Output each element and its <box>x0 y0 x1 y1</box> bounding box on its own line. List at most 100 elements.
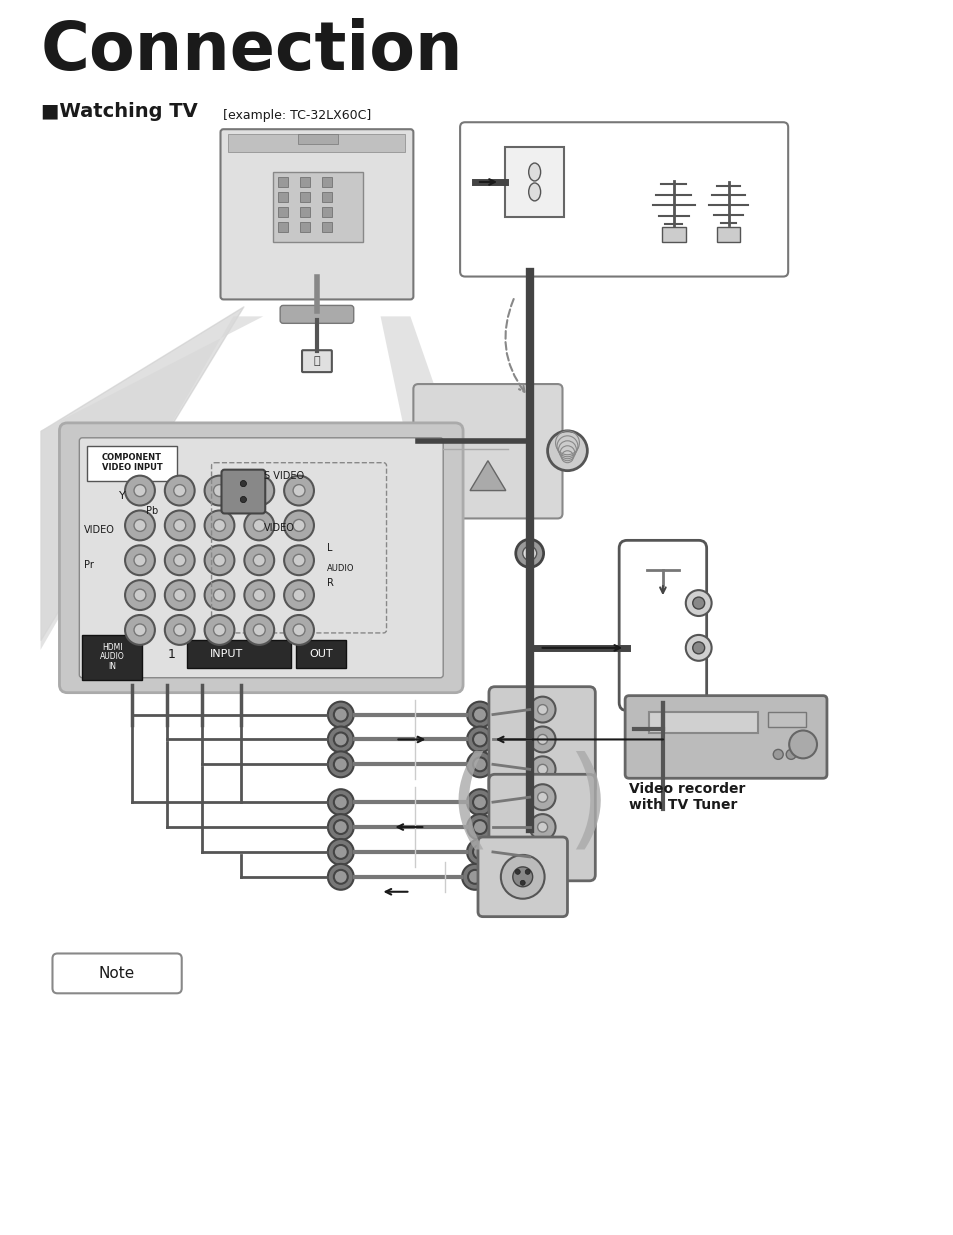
Circle shape <box>467 726 493 752</box>
Text: 2: 2 <box>217 648 225 661</box>
Text: L: L <box>327 543 332 553</box>
FancyBboxPatch shape <box>624 695 826 778</box>
Text: [example: TC-32LX60C]: [example: TC-32LX60C] <box>223 109 372 122</box>
Circle shape <box>537 852 547 862</box>
Circle shape <box>328 814 354 840</box>
Circle shape <box>473 708 486 721</box>
Text: VIDEO: VIDEO <box>84 525 115 536</box>
Circle shape <box>125 475 154 505</box>
Circle shape <box>467 789 493 815</box>
Circle shape <box>125 510 154 541</box>
Bar <box>278 206 288 217</box>
Circle shape <box>125 615 154 645</box>
Text: Y: Y <box>118 490 126 500</box>
Bar <box>321 177 332 186</box>
Circle shape <box>204 546 234 576</box>
FancyBboxPatch shape <box>618 541 706 710</box>
Circle shape <box>244 475 274 505</box>
Circle shape <box>529 784 555 810</box>
Circle shape <box>461 864 487 889</box>
Text: ): ) <box>565 751 608 857</box>
Bar <box>82 635 142 679</box>
FancyBboxPatch shape <box>489 774 595 881</box>
Circle shape <box>240 496 246 503</box>
Circle shape <box>537 764 547 774</box>
Circle shape <box>692 597 704 609</box>
Circle shape <box>525 869 530 874</box>
Circle shape <box>293 520 305 531</box>
Circle shape <box>685 590 711 616</box>
Circle shape <box>133 555 146 566</box>
Circle shape <box>334 708 348 721</box>
Ellipse shape <box>528 163 540 182</box>
Circle shape <box>537 823 547 832</box>
Circle shape <box>328 789 354 815</box>
FancyBboxPatch shape <box>302 351 332 372</box>
Circle shape <box>165 546 194 576</box>
Bar <box>300 206 310 217</box>
Circle shape <box>334 732 348 746</box>
Text: OUT: OUT <box>309 648 333 658</box>
Circle shape <box>334 795 348 809</box>
Circle shape <box>284 546 314 576</box>
Circle shape <box>334 757 348 772</box>
Circle shape <box>125 546 154 576</box>
Circle shape <box>529 726 555 752</box>
Bar <box>321 191 332 201</box>
Circle shape <box>334 820 348 834</box>
Circle shape <box>516 540 543 567</box>
Circle shape <box>253 589 265 601</box>
FancyBboxPatch shape <box>79 438 443 678</box>
Circle shape <box>240 480 246 487</box>
Circle shape <box>133 520 146 531</box>
Text: Connection: Connection <box>41 17 462 84</box>
Circle shape <box>204 475 234 505</box>
Circle shape <box>692 642 704 653</box>
Text: Video recorder
with TV Tuner: Video recorder with TV Tuner <box>628 782 744 813</box>
Bar <box>321 206 332 217</box>
Circle shape <box>467 839 493 864</box>
Text: Pb: Pb <box>146 505 158 515</box>
FancyBboxPatch shape <box>280 305 354 324</box>
Circle shape <box>467 751 493 777</box>
Polygon shape <box>380 316 450 650</box>
Circle shape <box>473 845 486 858</box>
Bar <box>187 640 291 668</box>
Circle shape <box>547 431 587 471</box>
Bar <box>648 711 758 734</box>
Circle shape <box>785 750 796 760</box>
Circle shape <box>500 855 544 899</box>
Bar <box>278 177 288 186</box>
Circle shape <box>293 624 305 636</box>
Text: Pr: Pr <box>84 561 94 571</box>
Circle shape <box>213 484 225 496</box>
Circle shape <box>334 845 348 858</box>
Text: ⏻: ⏻ <box>314 356 320 366</box>
Circle shape <box>204 580 234 610</box>
Circle shape <box>253 624 265 636</box>
Bar <box>300 191 310 201</box>
Circle shape <box>173 484 186 496</box>
Circle shape <box>284 475 314 505</box>
Polygon shape <box>470 461 505 490</box>
FancyBboxPatch shape <box>52 953 181 993</box>
Circle shape <box>473 732 486 746</box>
Circle shape <box>529 814 555 840</box>
FancyBboxPatch shape <box>459 122 787 277</box>
Circle shape <box>328 701 354 727</box>
Bar <box>767 711 805 726</box>
Bar <box>278 191 288 201</box>
Bar <box>228 135 405 152</box>
Circle shape <box>165 510 194 541</box>
Circle shape <box>213 555 225 566</box>
FancyBboxPatch shape <box>477 837 567 916</box>
Bar <box>297 135 337 144</box>
Circle shape <box>685 635 711 661</box>
Polygon shape <box>41 316 263 650</box>
Circle shape <box>253 484 265 496</box>
Circle shape <box>293 484 305 496</box>
Circle shape <box>515 869 519 874</box>
Circle shape <box>244 510 274 541</box>
Circle shape <box>328 726 354 752</box>
Circle shape <box>253 555 265 566</box>
